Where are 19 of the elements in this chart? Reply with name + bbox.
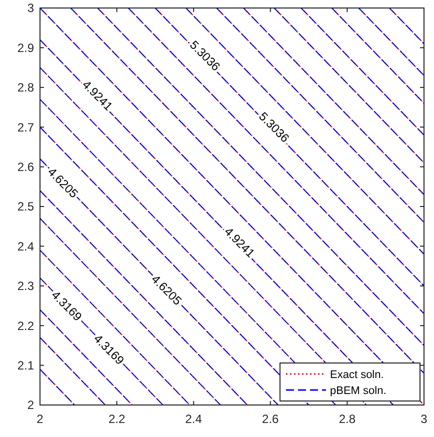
x-tick-label: 2.6 xyxy=(262,412,280,426)
x-tick-label: 2.4 xyxy=(185,412,202,426)
y-tick-label: 3 xyxy=(27,1,34,16)
y-tick-label: 2.3 xyxy=(17,279,34,294)
y-tick-label: 2.4 xyxy=(17,239,34,254)
y-tick-label: 2.7 xyxy=(17,120,34,134)
x-tick-label: 3 xyxy=(420,412,428,426)
legend-label: pBEM soln. xyxy=(330,384,386,397)
x-tick-label: 2 xyxy=(36,412,44,426)
y-tick-label: 2.5 xyxy=(17,200,34,214)
x-tick-label: 2.2 xyxy=(108,412,126,426)
x-tick-label: 2.8 xyxy=(338,412,356,426)
y-tick-label: 2.1 xyxy=(17,358,34,372)
y-tick-label: 2.2 xyxy=(17,318,34,333)
legend-label: Exact soln. xyxy=(330,368,384,381)
y-tick-label: 2 xyxy=(27,398,34,412)
y-tick-label: 2.6 xyxy=(17,160,34,174)
y-tick-label: 2.8 xyxy=(17,80,34,95)
y-tick-label: 2.9 xyxy=(17,40,34,55)
